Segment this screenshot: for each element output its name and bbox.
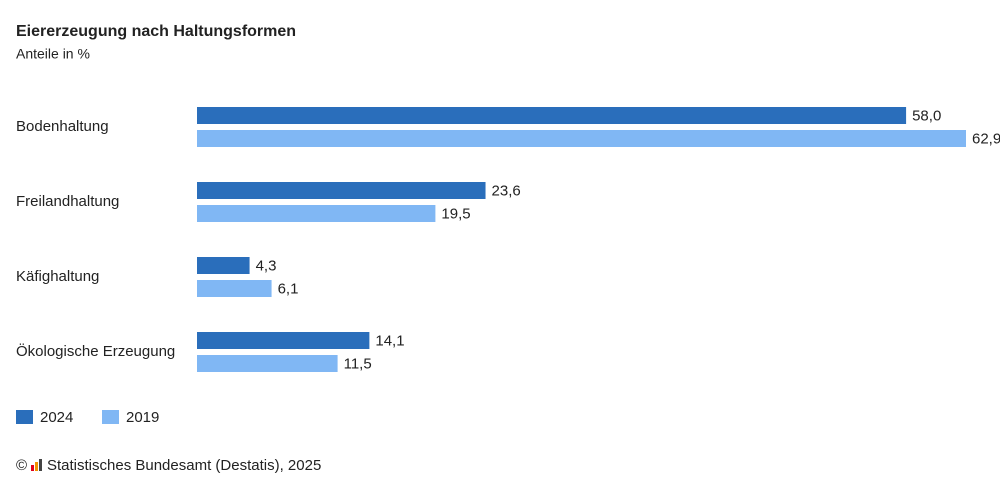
category-label: Ökologische Erzeugung — [16, 342, 175, 360]
chart-title: Eiererzeugung nach Haltungsformen — [16, 23, 296, 40]
data-label: 11,5 — [344, 355, 372, 372]
bar — [197, 332, 370, 349]
data-label: 4,3 — [256, 257, 277, 274]
data-label: 58,0 — [912, 107, 941, 124]
legend-swatch — [102, 410, 119, 424]
legend-label: 2019 — [126, 409, 159, 426]
bar — [197, 205, 436, 222]
data-label: 62,9 — [972, 130, 1000, 147]
data-label: 19,5 — [441, 205, 470, 222]
category-label: Bodenhaltung — [16, 118, 109, 135]
bar — [197, 107, 907, 124]
category-label: Freilandhaltung — [16, 193, 119, 210]
bar — [197, 355, 338, 372]
source: Statistisches Bundesamt (Destatis), 2025 — [47, 457, 321, 474]
category-label: Käfighaltung — [16, 268, 99, 285]
data-label: 23,6 — [492, 182, 521, 199]
bar — [197, 257, 250, 274]
bar — [197, 130, 966, 147]
copyright: © — [16, 457, 27, 474]
data-label: 14,1 — [375, 332, 404, 349]
bar — [197, 182, 486, 199]
logo — [31, 459, 42, 471]
chart-subtitle: Anteile in % — [16, 46, 90, 62]
legend-swatch — [16, 410, 33, 424]
bar — [197, 280, 272, 297]
legend-label: 2024 — [40, 409, 73, 426]
data-label: 6,1 — [278, 280, 299, 297]
